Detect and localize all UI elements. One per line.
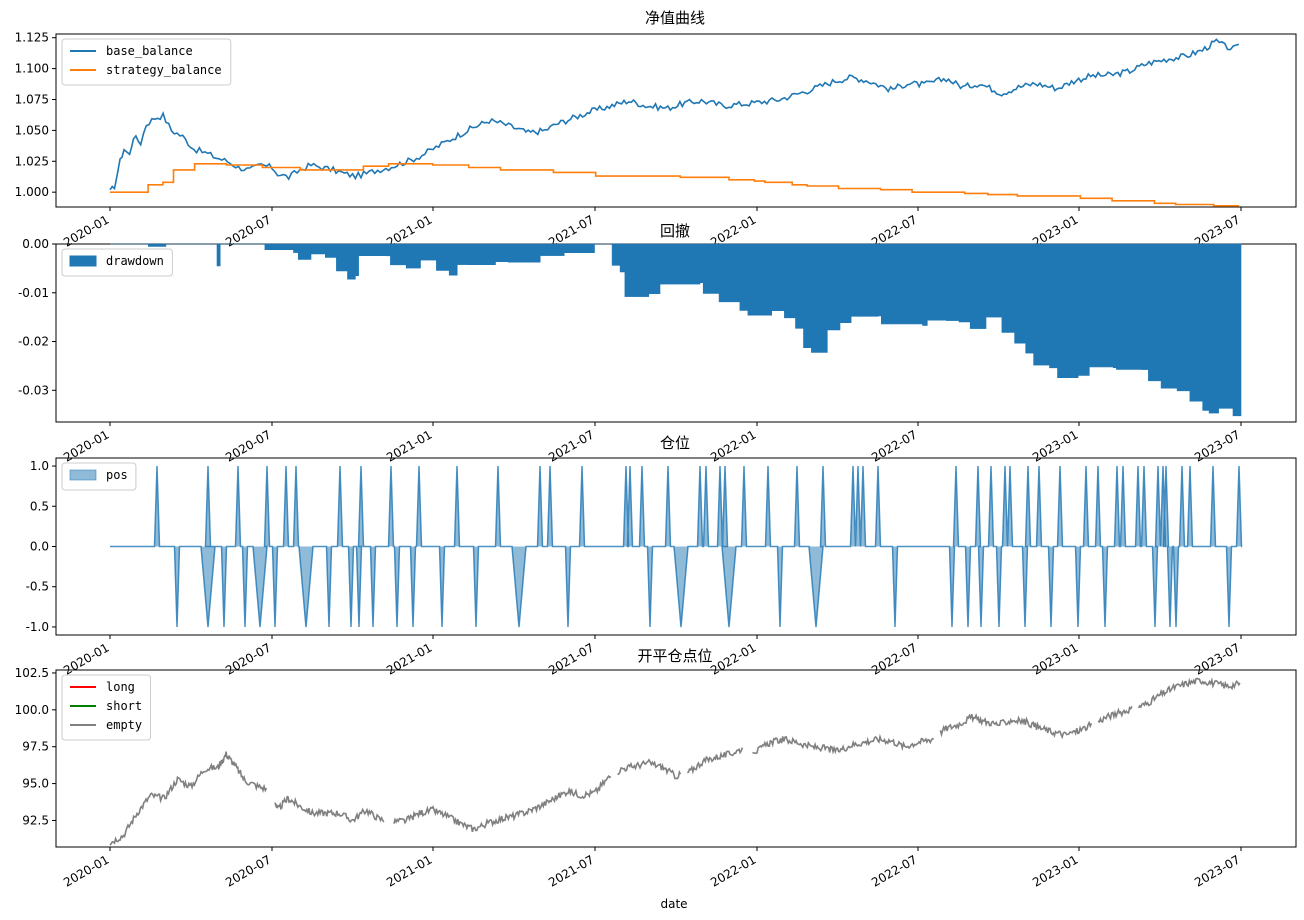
base-balance-line <box>109 38 1240 191</box>
y-tick-label: 0.00 <box>22 237 49 251</box>
x-tick-label: 2021-07 <box>546 852 596 889</box>
drawdown-area <box>110 243 1242 417</box>
y-tick-label: -0.01 <box>18 286 49 300</box>
x-tick-label: 2020-07 <box>223 852 273 889</box>
equity-series <box>109 38 1240 207</box>
legend-label: long <box>106 680 135 694</box>
legend-box <box>61 38 232 86</box>
position-yticks: 1.0 0.5 0.0 -0.5 -1.0 <box>26 459 56 634</box>
drawdown-panel: 回撤 0.00 -0.01 -0.02 -0.03 2020-01 2020-07 202… <box>18 222 1297 465</box>
position-title: 仓位 <box>660 434 690 452</box>
drawdown-legend: drawdown <box>61 248 173 277</box>
y-tick-label: 92.5 <box>22 813 49 827</box>
y-tick-label: 97.5 <box>22 740 49 754</box>
y-tick-label: -0.03 <box>18 383 49 397</box>
legend-label: strategy_balance <box>106 63 222 77</box>
position-area <box>110 466 1242 627</box>
legend-swatch <box>69 255 97 267</box>
legend-label: empty <box>106 718 142 732</box>
equity-legend: base_balance strategy_balance <box>61 38 232 86</box>
y-tick-label: 100.0 <box>15 703 49 717</box>
price-legend: long short empty <box>61 674 151 741</box>
price-series <box>109 677 1241 846</box>
x-tick-label: 2021-07 <box>546 427 596 464</box>
drawdown-yticks: 0.00 -0.01 -0.02 -0.03 <box>18 237 56 397</box>
x-tick-label: 2021-01 <box>384 427 434 464</box>
x-tick-label: 2022-07 <box>869 427 919 464</box>
legend-label: short <box>106 699 142 713</box>
x-tick-label: 2022-01 <box>708 640 758 677</box>
x-tick-label: 2023-07 <box>1192 852 1242 889</box>
y-tick-label: 1.000 <box>15 185 49 199</box>
x-tick-label: 2023-07 <box>1192 427 1242 464</box>
legend-label: pos <box>106 468 128 482</box>
legend-label: drawdown <box>106 254 164 268</box>
y-tick-label: 1.025 <box>15 154 49 168</box>
y-tick-label: 1.075 <box>15 92 49 106</box>
equity-xticks: 2020-01 2020-07 2021-01 2021-07 2022-01 2022-… <box>61 207 1243 250</box>
y-tick-label: 0.5 <box>30 499 49 513</box>
x-tick-label: 2022-07 <box>869 852 919 889</box>
x-tick-label: 2020-01 <box>61 427 111 464</box>
position-line <box>110 465 1243 628</box>
empty-price-line <box>109 677 1241 846</box>
equity-panel: 净值曲线 1.000 1.025 1.050 1.075 1.100 1.125 2020… <box>15 9 1297 250</box>
y-tick-label: 1.125 <box>15 31 49 45</box>
y-tick-label: 0.0 <box>30 540 49 554</box>
x-tick-label: 2021-01 <box>384 852 434 889</box>
position-series <box>110 465 1243 628</box>
x-tick-label: 2020-07 <box>223 427 273 464</box>
y-tick-label: -0.5 <box>26 580 49 594</box>
y-tick-label: 102.5 <box>15 666 49 680</box>
x-tick-label: 2023-01 <box>1030 427 1080 464</box>
legend-box <box>61 674 151 741</box>
y-tick-label: 1.100 <box>15 62 49 76</box>
x-tick-label: 2020-01 <box>61 852 111 889</box>
price-xticks: 2020-01 2020-07 2021-01 2021-07 2022-01 2022-… <box>61 847 1243 890</box>
strategy-balance-line <box>110 163 1240 207</box>
y-tick-label: 1.0 <box>30 459 49 473</box>
price-yticks: 102.5 100.0 97.5 95.0 92.5 <box>15 666 56 827</box>
x-axis-label: date <box>660 897 687 911</box>
x-tick-label: 2021-07 <box>546 640 596 677</box>
position-panel: 仓位 1.0 0.5 0.0 -0.5 -1.0 2020-01 2020-07 2021-… <box>26 434 1297 678</box>
price-title: 开平仓点位 <box>637 647 712 665</box>
equity-yticks: 1.000 1.025 1.050 1.075 1.100 1.125 <box>15 31 56 199</box>
x-tick-label: 2020-01 <box>61 640 111 677</box>
equity-title: 净值曲线 <box>645 9 705 27</box>
equity-axes-frame <box>55 33 1297 208</box>
position-legend: pos <box>61 462 137 491</box>
x-tick-label: 2022-01 <box>708 427 758 464</box>
drawdown-title: 回撤 <box>660 222 690 240</box>
x-tick-label: 2021-01 <box>384 640 434 677</box>
drawdown-series <box>110 243 1242 417</box>
y-tick-label: -1.0 <box>26 620 49 634</box>
y-tick-label: -0.02 <box>18 335 49 349</box>
x-tick-label: 2023-01 <box>1030 852 1080 889</box>
y-tick-label: 95.0 <box>22 777 49 791</box>
price-axes-frame <box>55 669 1297 848</box>
x-tick-label: 2022-07 <box>869 640 919 677</box>
x-tick-label: 2023-07 <box>1192 640 1242 677</box>
x-tick-label: 2022-01 <box>708 852 758 889</box>
legend-swatch <box>69 469 97 481</box>
x-tick-label: 2020-07 <box>223 640 273 677</box>
y-tick-label: 1.050 <box>15 123 49 137</box>
x-tick-label: 2023-01 <box>1030 640 1080 677</box>
legend-label: base_balance <box>106 44 193 58</box>
